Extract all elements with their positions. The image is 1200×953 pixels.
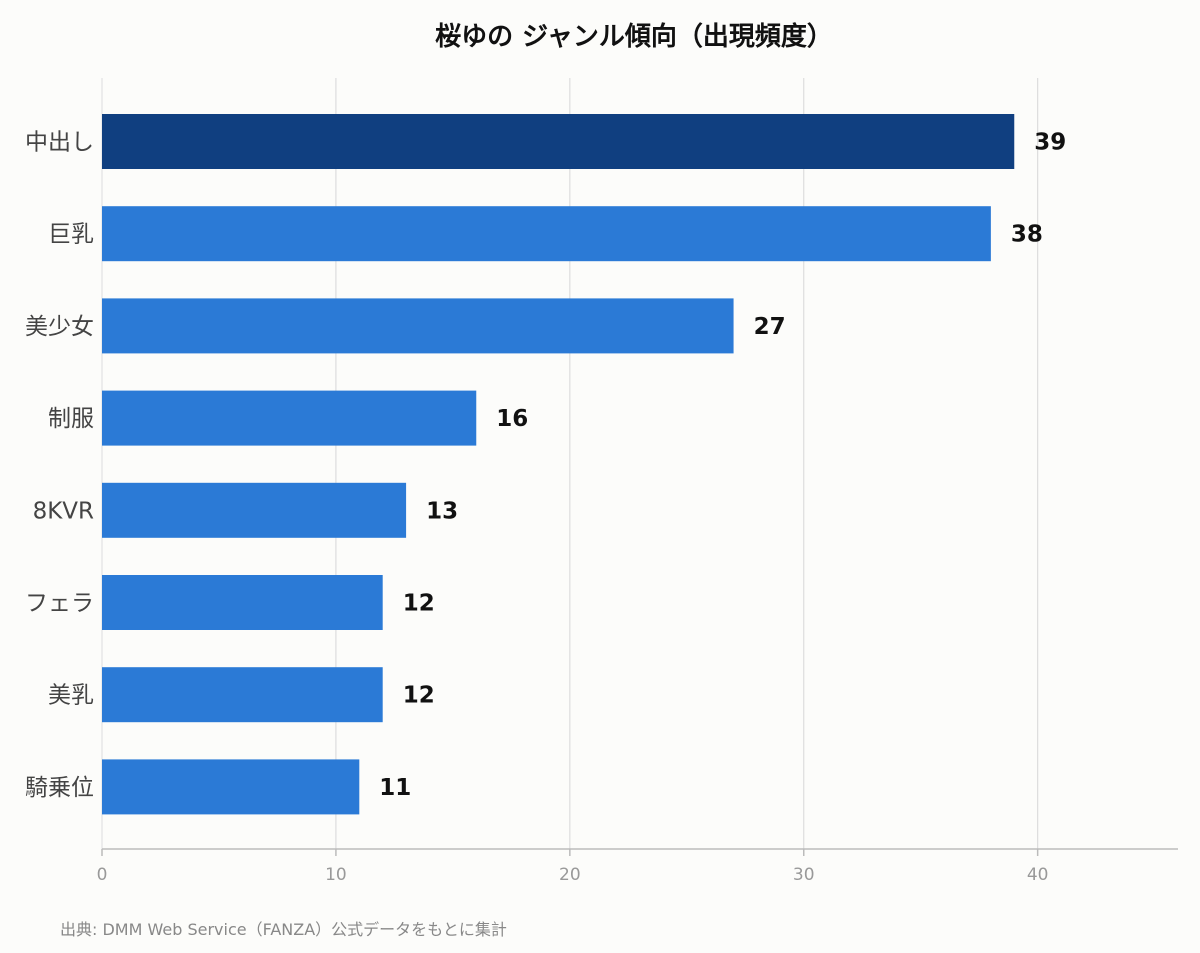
category-label: 美乳 [48,683,94,709]
bar [102,298,734,354]
x-tick-label: 20 [559,865,581,885]
value-label: 11 [379,775,411,801]
category-label: フェラ [25,591,94,617]
bar [102,482,407,538]
x-tick-label: 30 [793,865,815,885]
category-label: 巨乳 [48,222,94,248]
category-label: 騎乗位 [25,775,94,801]
x-tick-label: 0 [97,865,108,885]
value-label: 38 [1011,222,1043,248]
source-note: 出典: DMM Web Service（FANZA）公式データをもとに集計 [60,920,507,939]
category-label: 中出し [25,130,94,156]
x-tick-label: 40 [1027,865,1049,885]
bar [102,759,360,815]
x-tick-label: 10 [325,865,347,885]
value-label: 39 [1034,130,1066,156]
bar [102,206,991,262]
category-label: 美少女 [25,314,94,340]
value-label: 16 [496,406,528,432]
category-label: 8KVR [33,498,94,524]
category-label: 制服 [48,406,94,432]
x-axis: 0 10 20 30 40 [97,848,1178,885]
bar-group: 中出し 39 巨乳 38 美少女 27 制服 16 8KVR 13 フェラ 12 美乳 12 騎乗位 11 [25,114,1066,815]
bar [102,114,1015,169]
grid-lines [101,78,1039,849]
bar [102,667,383,723]
bar [102,575,383,630]
value-label: 12 [403,591,435,617]
value-label: 12 [403,683,435,709]
value-label: 27 [754,314,786,340]
chart-title: 桜ゆの ジャンル傾向（出現頻度） [435,21,833,52]
value-label: 13 [426,498,458,524]
bar [102,390,477,446]
